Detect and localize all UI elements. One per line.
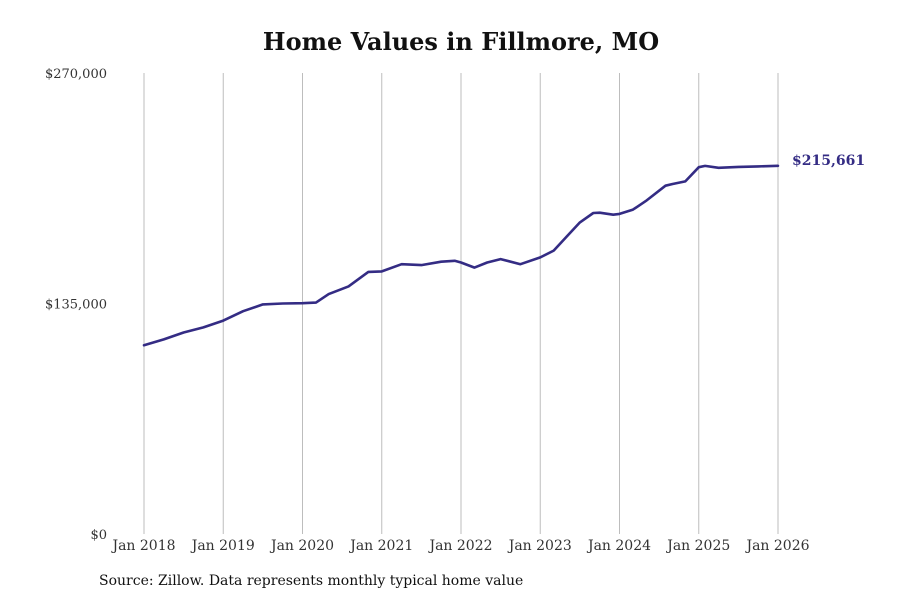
gridlines (143, 73, 779, 534)
x-tick-label: Jan 2019 (190, 538, 255, 554)
x-tick-label: Jan 2026 (744, 538, 809, 554)
y-tick-label: $270,000 (45, 67, 107, 82)
y-tick-label: $135,000 (45, 298, 107, 313)
x-tick-label: Jan 2020 (269, 538, 334, 554)
x-tick-label: Jan 2024 (586, 538, 651, 554)
y-axis: $0 $135,000 $270,000 (45, 67, 107, 543)
chart-title: Home Values in Fillmore, MO (262, 27, 660, 56)
x-tick-label: Jan 2021 (348, 538, 413, 554)
x-tick-label: Jan 2022 (427, 538, 492, 554)
series-line (142, 164, 780, 347)
y-tick-label: $0 (90, 528, 107, 543)
series-layer (142, 164, 780, 347)
x-tick-label: Jan 2025 (665, 538, 730, 554)
data-labels: $215,661 (792, 153, 865, 169)
x-axis: Jan 2018 Jan 2019 Jan 2020 Jan 2021 Jan 2022… (110, 538, 809, 554)
x-tick-label: Jan 2023 (507, 538, 572, 554)
source-note: Source: Zillow. Data represents monthly … (99, 573, 524, 589)
x-tick-label: Jan 2018 (110, 538, 175, 554)
end-value-label: $215,661 (792, 153, 865, 169)
